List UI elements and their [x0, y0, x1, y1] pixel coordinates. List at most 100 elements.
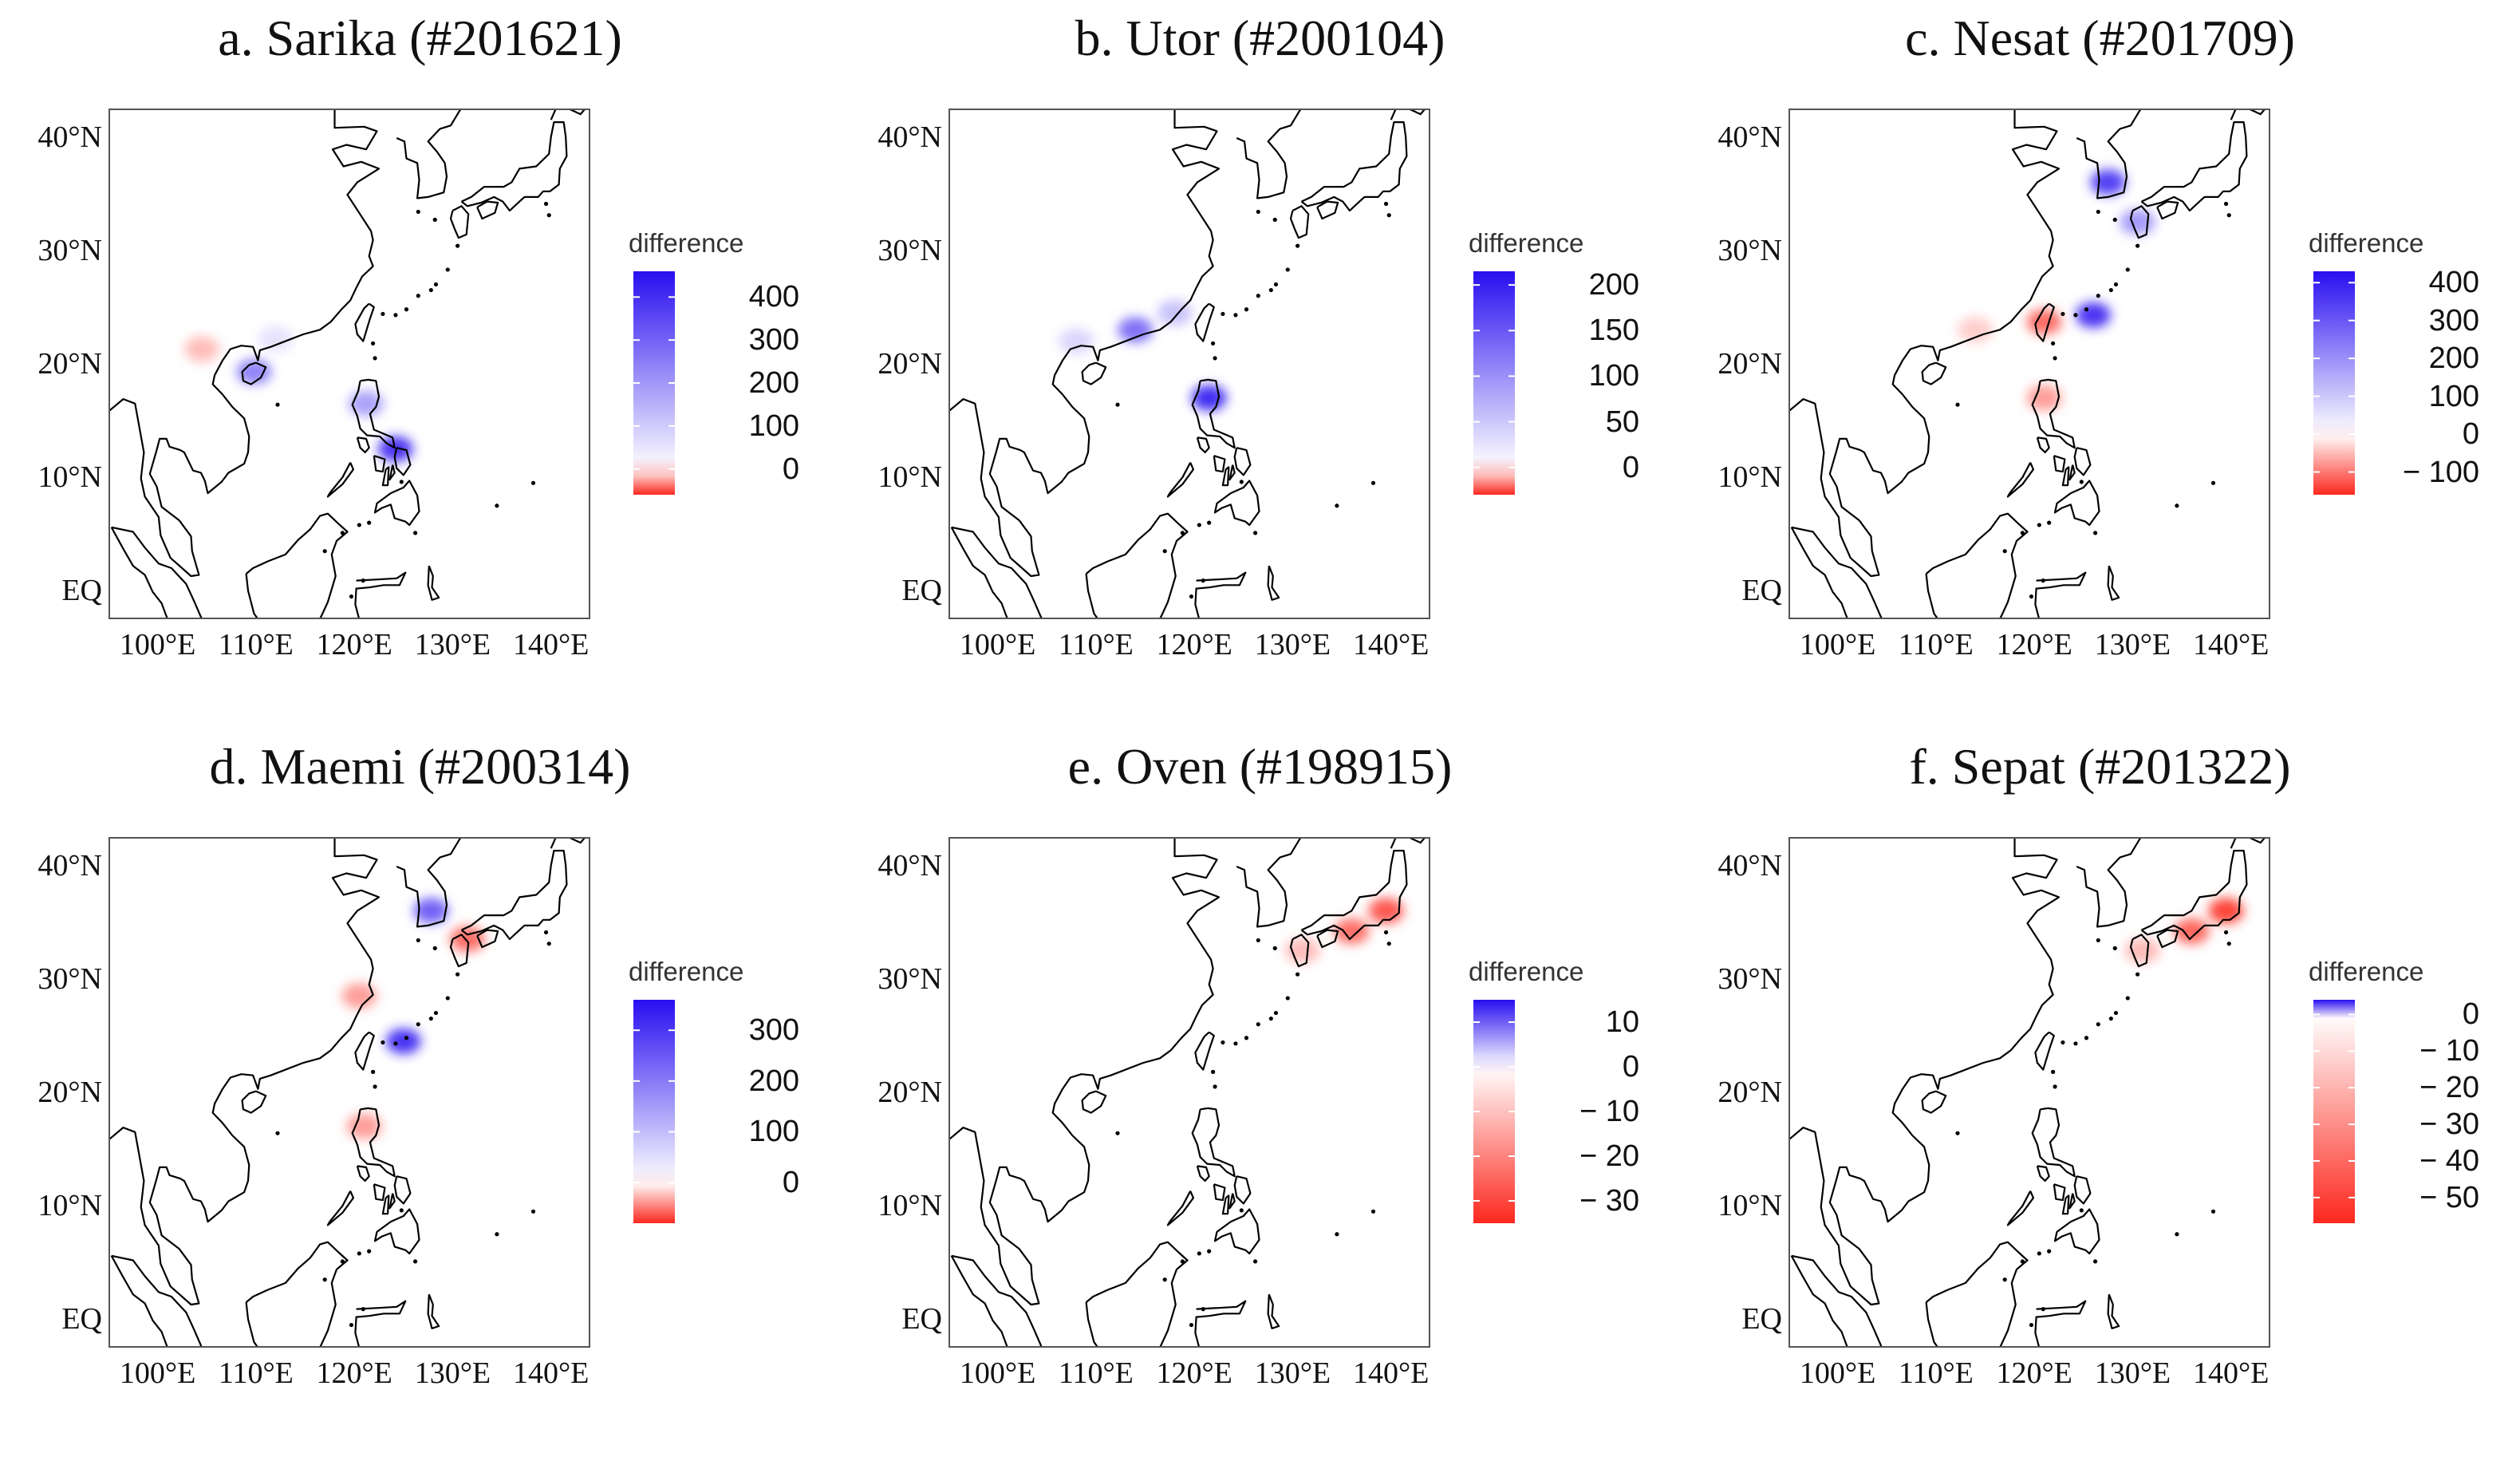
island-dot — [1162, 549, 1167, 554]
lat-label: 40°N — [37, 848, 102, 882]
lat-label: 40°N — [877, 848, 942, 882]
island-dot — [2053, 1084, 2057, 1089]
coastline-segment — [108, 109, 381, 578]
island-dot — [1207, 520, 1212, 525]
island-dot — [2061, 1040, 2065, 1045]
shading-kyushu — [2120, 209, 2155, 235]
coastline-segment — [2230, 109, 2266, 120]
island-dot — [1239, 1208, 1244, 1213]
map-frame — [108, 109, 590, 619]
coastline-segment — [476, 929, 499, 949]
island-dot — [412, 1259, 418, 1264]
island-dot — [399, 1208, 404, 1213]
coastline-segment — [1236, 109, 1303, 199]
island-dot — [1213, 356, 1217, 361]
island-dot — [2112, 946, 2117, 950]
coastline-segment — [2068, 1193, 2076, 1210]
map-frame — [1788, 837, 2270, 1348]
coastline-segment — [393, 447, 412, 476]
island-dot — [1370, 1209, 1376, 1214]
panel-title: f. Sepat (#201322) — [1909, 738, 2291, 795]
legend-tick-label: − 30 — [2419, 1108, 2479, 1142]
shading-kyushu — [2124, 938, 2160, 964]
island-dot — [404, 1036, 409, 1040]
legend-tick-label: 0 — [2462, 997, 2479, 1032]
shading-guangxi-coast — [1059, 328, 1094, 354]
coastline-segment — [396, 837, 463, 928]
coastline-segment — [2036, 436, 2050, 453]
island-dot — [433, 282, 439, 287]
coastline-segment — [2061, 1194, 2070, 1215]
ocean-background — [948, 837, 1430, 1348]
coastline-segment — [1390, 837, 1426, 849]
island-dot — [1383, 201, 1389, 207]
island-dot — [2210, 1209, 2216, 1214]
coastline-segment — [351, 378, 396, 449]
shading-northern-vietnam — [184, 336, 220, 362]
island-dot — [2108, 287, 2113, 293]
lat-label: EQ — [901, 574, 942, 608]
island-dot — [445, 267, 450, 272]
lon-label: 130°E — [2094, 1356, 2171, 1390]
coastline-segment — [2140, 121, 2248, 212]
lon-label: 110°E — [1898, 1356, 1974, 1390]
legend-tick-label: 10 — [1605, 1005, 1639, 1039]
lon-label: 130°E — [2094, 628, 2171, 661]
island-dot — [373, 356, 377, 361]
shading-south-china-coast — [258, 326, 294, 352]
shading-luzon — [346, 1113, 382, 1139]
shading-china-coast — [1958, 317, 1994, 343]
legend-colorbar — [1473, 271, 1515, 495]
coastline-segment — [1081, 361, 1107, 385]
island-dot — [381, 311, 385, 317]
island-dot — [322, 1277, 327, 1282]
lon-label: 100°E — [1799, 628, 1876, 661]
island-dot — [1272, 217, 1277, 222]
island-dot — [370, 1069, 376, 1074]
legend-tick-label: 300 — [748, 1013, 799, 1048]
lat-label: EQ — [1741, 1302, 1782, 1337]
coastline-segment — [2107, 565, 2120, 601]
lon-label: 110°E — [1058, 1356, 1134, 1390]
ocean-background — [1788, 837, 2270, 1348]
map-border — [1788, 109, 2270, 619]
ocean-background — [108, 837, 590, 1348]
map-border — [948, 109, 1430, 619]
coastline-segment — [1166, 1190, 1194, 1226]
coastline-segment — [1228, 464, 1236, 481]
legend-tick-label: 100 — [2428, 379, 2479, 413]
coastline-segment — [1316, 200, 1339, 220]
coastline-segment — [2053, 1208, 2100, 1255]
island-dot — [349, 1322, 354, 1328]
legend-tick-label: − 40 — [2419, 1143, 2479, 1178]
legend-title: difference — [1469, 957, 1584, 986]
island-dot — [2037, 1251, 2041, 1256]
coastlines — [1788, 837, 2266, 1348]
island-dot — [1383, 930, 1389, 935]
island-dot — [1244, 1036, 1249, 1040]
coastline-segment — [1085, 1241, 1189, 1348]
legend-tick-label: − 20 — [2419, 1071, 2479, 1105]
map-frame — [1788, 109, 2270, 619]
coastline-segment — [354, 1031, 375, 1071]
island-dot — [1115, 402, 1120, 407]
island-dot — [349, 594, 354, 599]
colorbar-fill — [2313, 271, 2355, 495]
lat-label: 30°N — [877, 233, 942, 267]
coastline-segment — [1788, 109, 2061, 578]
shading-luzon — [1191, 385, 1227, 411]
island-dot — [1955, 1131, 1960, 1135]
coastline-segment — [354, 302, 375, 342]
island-dot — [1268, 287, 1273, 293]
lat-label: 20°N — [1717, 1076, 1782, 1109]
colorbar-fill — [1473, 1000, 1515, 1223]
lat-label: EQ — [61, 1302, 102, 1337]
lon-label: 120°E — [316, 1356, 392, 1390]
legend-tick-label: 200 — [748, 366, 799, 400]
legend-tick-label: 0 — [1622, 450, 1639, 484]
island-dot — [367, 1249, 372, 1254]
island-dot — [428, 1016, 433, 1021]
legend-colorbar — [1473, 1000, 1515, 1223]
coastline-segment — [2156, 929, 2179, 949]
coastline-segment — [245, 1241, 349, 1348]
